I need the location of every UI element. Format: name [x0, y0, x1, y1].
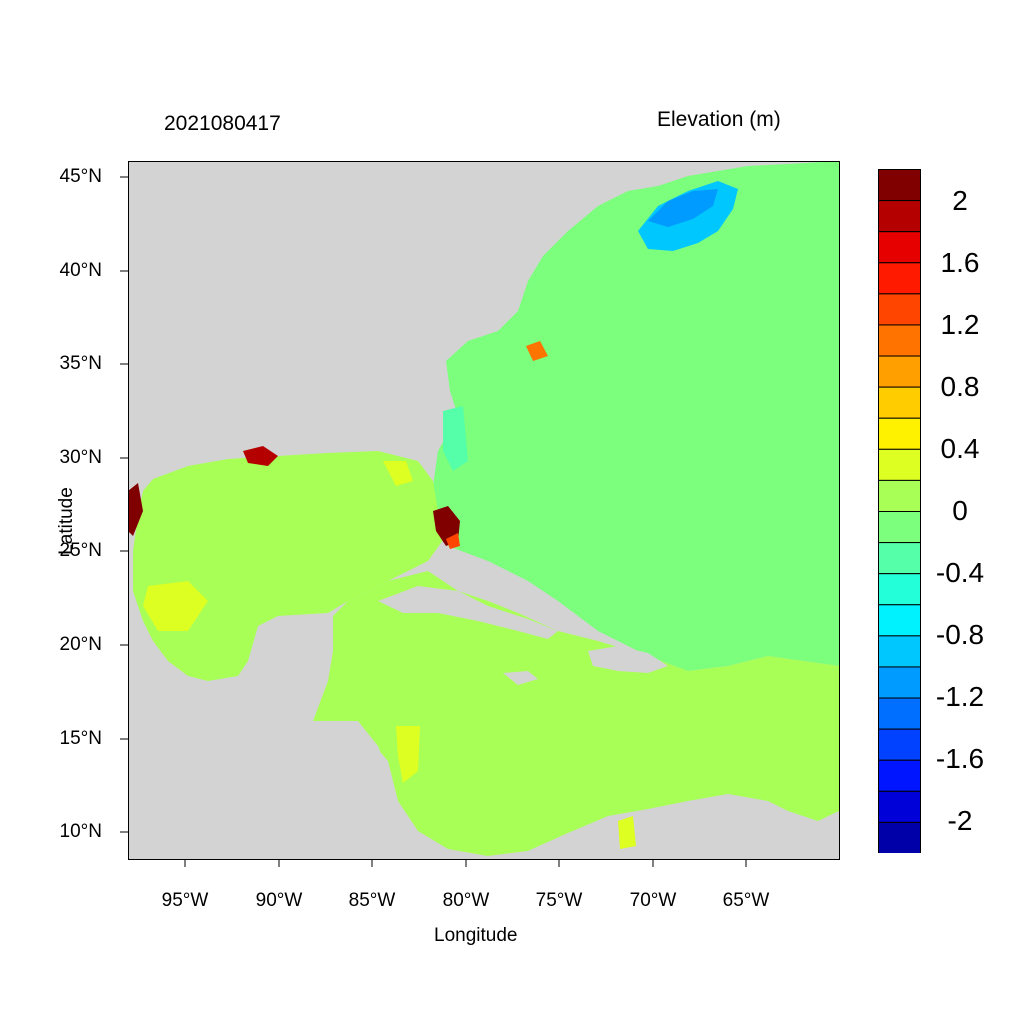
colorbar-label: -1.2 [935, 681, 985, 712]
maracaibo-high [618, 816, 636, 849]
colorbar-swatch [878, 200, 921, 233]
colorbar-swatch [878, 790, 921, 823]
colorbar-swatch [878, 821, 921, 853]
colorbar-swatch [878, 324, 921, 357]
x-tick: 70°W [629, 890, 677, 911]
colorbar [878, 169, 921, 853]
colorbar-swatch [878, 293, 921, 326]
colorbar-swatch [878, 479, 921, 512]
x-tick: 80°W [442, 890, 490, 911]
colorbar-swatch [878, 573, 921, 606]
colorbar-label: 1.2 [940, 309, 980, 340]
colorbar-swatch [878, 604, 921, 637]
colorbar-swatch [878, 697, 921, 730]
colorbar-label: 0 [952, 495, 968, 526]
colorbar-swatch [878, 635, 921, 668]
y-tick: 20°N [59, 634, 102, 655]
colorbar-swatch [878, 666, 921, 699]
colorbar-label: -0.8 [935, 619, 985, 650]
colorbar-label: 0.4 [940, 433, 980, 464]
x-tick: 65°W [722, 890, 770, 911]
y-tick: 10°N [59, 821, 102, 842]
y-tick: 40°N [59, 260, 102, 281]
y-tick: 15°N [59, 728, 102, 749]
x-tick: 85°W [348, 890, 396, 911]
variable-title: Elevation (m) [657, 108, 781, 131]
y-axis-label: Latitude [56, 487, 77, 555]
y-tick: 30°N [59, 447, 102, 468]
colorbar-label: 1.6 [940, 247, 980, 278]
colorbar-swatch [878, 728, 921, 761]
colorbar-swatch [878, 448, 921, 481]
timestamp-title: 2021080417 [164, 112, 281, 135]
colorbar-swatch [878, 511, 921, 544]
colorbar-swatch [878, 386, 921, 419]
colorbar-swatch [878, 355, 921, 388]
y-tick: 25°N [59, 540, 102, 561]
colorbar-label: -2 [947, 805, 973, 836]
colorbar-label: 2 [952, 185, 968, 216]
x-tick: 90°W [255, 890, 303, 911]
x-tick: 95°W [161, 890, 209, 911]
colorbar-swatch [878, 542, 921, 575]
colorbar-label: -1.6 [935, 743, 985, 774]
central-america [128, 721, 413, 859]
y-tick: 45°N [59, 166, 102, 187]
colorbar-swatch [878, 759, 921, 792]
y-tick: 35°N [59, 353, 102, 374]
colorbar-swatch [878, 169, 921, 202]
x-tick: 75°W [535, 890, 583, 911]
colorbar-swatch [878, 417, 921, 450]
elevation-map [128, 161, 839, 859]
x-axis-label: Longitude [434, 925, 518, 946]
colorbar-label: 0.8 [940, 371, 980, 402]
colorbar-label: -0.4 [935, 557, 985, 588]
colorbar-swatch [878, 231, 921, 264]
colorbar-swatch [878, 262, 921, 295]
